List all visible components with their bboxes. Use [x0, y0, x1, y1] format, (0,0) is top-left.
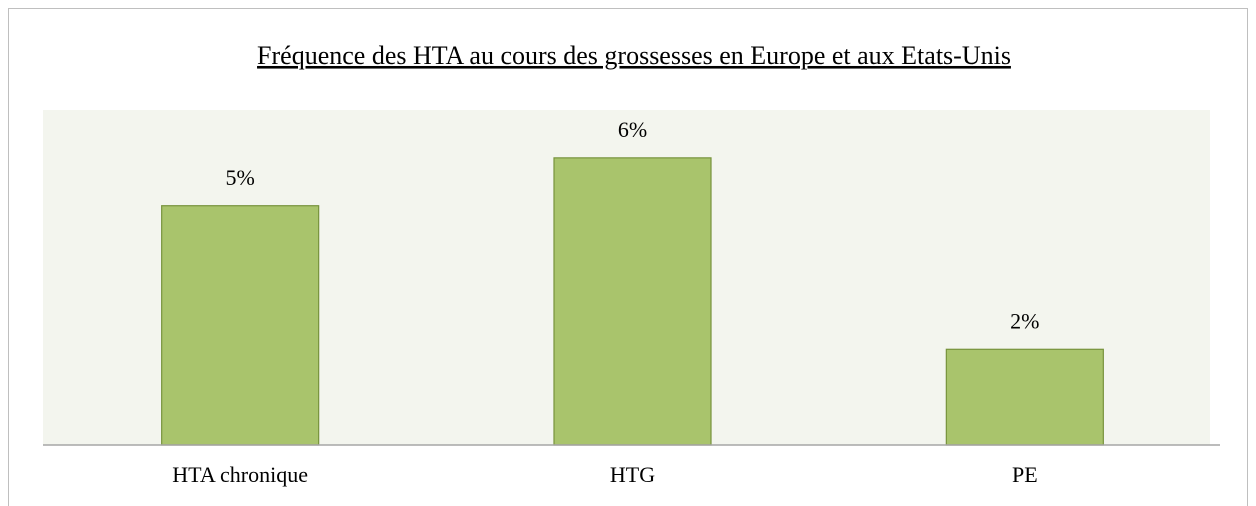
data-label: 2% — [1010, 308, 1039, 333]
x-tick-label: HTA chronique — [172, 462, 308, 487]
data-label: 6% — [618, 117, 647, 142]
bar — [945, 348, 1104, 446]
bar — [553, 157, 712, 446]
chart-frame — [8, 8, 1248, 506]
x-tick-label: HTG — [610, 462, 655, 487]
bar — [161, 205, 320, 446]
chart-title: Fréquence des HTA au cours des grossesse… — [257, 41, 1011, 70]
data-label: 5% — [226, 165, 255, 190]
x-tick-label: PE — [1012, 462, 1038, 487]
